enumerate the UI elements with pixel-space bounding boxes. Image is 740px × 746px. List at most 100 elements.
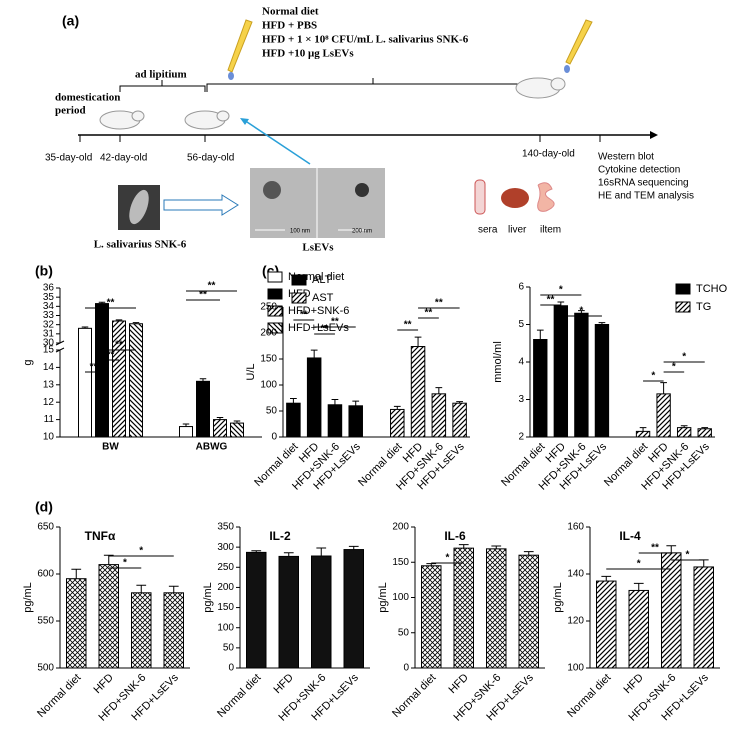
error-bar <box>414 336 422 347</box>
legend-label: TCHO <box>696 283 728 295</box>
sera-icon <box>474 179 486 215</box>
x-tick-label: HFD <box>271 672 296 697</box>
y-tick-label: 10 <box>43 432 55 443</box>
error-bar <box>331 399 339 405</box>
bar <box>348 405 363 438</box>
bar <box>453 547 474 669</box>
bar <box>518 554 539 669</box>
error-bar <box>536 329 544 340</box>
bar <box>574 312 589 438</box>
analysis: HE and TEM analysis <box>598 191 694 202</box>
drop <box>564 65 570 73</box>
error-bar <box>666 545 677 553</box>
y-tick-label: 5 <box>518 319 524 330</box>
significance-label: * <box>672 362 676 373</box>
error-bar <box>81 326 89 329</box>
significance-label: ** <box>107 298 115 309</box>
chart-title: IL-6 <box>444 529 466 543</box>
analysis: 16sRNA sequencing <box>598 178 689 189</box>
panel-label: (a) <box>62 13 79 29</box>
error-bar <box>182 423 190 427</box>
error-bar <box>456 401 463 404</box>
legend-label: HFD+LsEVs <box>288 322 349 334</box>
error-bar <box>426 563 437 566</box>
phase: ad lipitium <box>135 69 187 81</box>
age: 56-day-old <box>187 153 234 164</box>
y-tick-label: 13 <box>43 379 55 390</box>
error-bar <box>352 400 360 406</box>
analysis: Cytokine detection <box>598 165 680 176</box>
bar <box>343 549 364 669</box>
error-bar <box>633 582 644 591</box>
mouse <box>184 110 230 130</box>
bar <box>66 578 87 669</box>
legend-label: ALT <box>312 274 332 286</box>
legend-swatch <box>675 283 691 295</box>
y-tick-label: 100 <box>392 592 409 603</box>
arrow <box>243 119 311 165</box>
error-bar <box>251 550 262 553</box>
significance-label: ** <box>300 310 308 321</box>
y-tick-label: 0 <box>403 663 409 674</box>
significance-label: * <box>559 285 563 296</box>
legend-swatch <box>267 288 283 300</box>
legend-label: TG <box>696 301 711 313</box>
y-tick-label: 140 <box>567 569 584 580</box>
y-tick-label: 2 <box>518 432 524 443</box>
error-bar <box>491 545 502 549</box>
error-bar <box>115 319 123 321</box>
treatment: Normal diet <box>262 6 319 18</box>
y-tick-label: 31 <box>43 328 55 339</box>
significance-label: * <box>446 553 450 564</box>
bar <box>390 408 405 438</box>
significance-label: ** <box>321 324 329 335</box>
error-bar <box>458 544 469 549</box>
bar <box>278 555 299 669</box>
bar <box>656 393 671 438</box>
y-axis-label: pg/mL <box>202 582 214 613</box>
arrowhead <box>650 131 658 139</box>
significance-label: ** <box>115 340 123 351</box>
y-tick-label: 100 <box>567 663 584 674</box>
significance-label: ** <box>435 298 443 309</box>
strain-label: L. salivarius SNK-6 <box>94 239 187 251</box>
legend-swatch <box>267 322 283 334</box>
panel-a: (a) Normal diet HFD + PBS HFD + 1 × 10⁸ … <box>45 6 694 254</box>
error-bar <box>310 349 318 358</box>
significance-label: * <box>637 559 641 570</box>
y-axis-label: pg/mL <box>377 582 389 613</box>
bar <box>410 346 426 438</box>
y-tick-label: 50 <box>223 642 235 653</box>
bar <box>533 339 548 438</box>
bar <box>628 589 649 669</box>
bar <box>594 324 610 438</box>
bar <box>596 580 617 669</box>
y-tick-label: 350 <box>217 522 234 533</box>
y-tick-label: 200 <box>392 522 409 533</box>
y-tick-label: 500 <box>37 663 54 674</box>
y-tick-label: 0 <box>271 432 277 443</box>
bar <box>286 402 301 438</box>
x-tick-label: Normal diet <box>390 672 438 720</box>
x-tick-label: HFD <box>446 672 471 697</box>
y-tick-label: 250 <box>260 302 277 313</box>
bar <box>131 592 152 669</box>
x-tick-label: Normal diet <box>565 672 613 720</box>
chart-title: IL-4 <box>619 529 641 543</box>
y-tick-label: 35 <box>43 292 55 303</box>
y-tick-label: 150 <box>217 602 234 613</box>
scale-label: 100 nm <box>290 229 310 235</box>
pipette <box>227 19 253 73</box>
y-tick-label: 300 <box>217 542 234 553</box>
y-tick-label: 550 <box>37 616 54 627</box>
scale-label: 200 nm <box>352 229 372 235</box>
legend-swatch <box>267 271 283 283</box>
x-tick-label: BW <box>102 442 119 453</box>
y-tick-label: 12 <box>43 397 55 408</box>
y-tick-label: 650 <box>37 522 54 533</box>
y-tick-label: 50 <box>266 406 278 417</box>
error-bar <box>701 427 709 429</box>
bracket <box>206 78 541 92</box>
y-tick-label: 100 <box>217 622 234 633</box>
